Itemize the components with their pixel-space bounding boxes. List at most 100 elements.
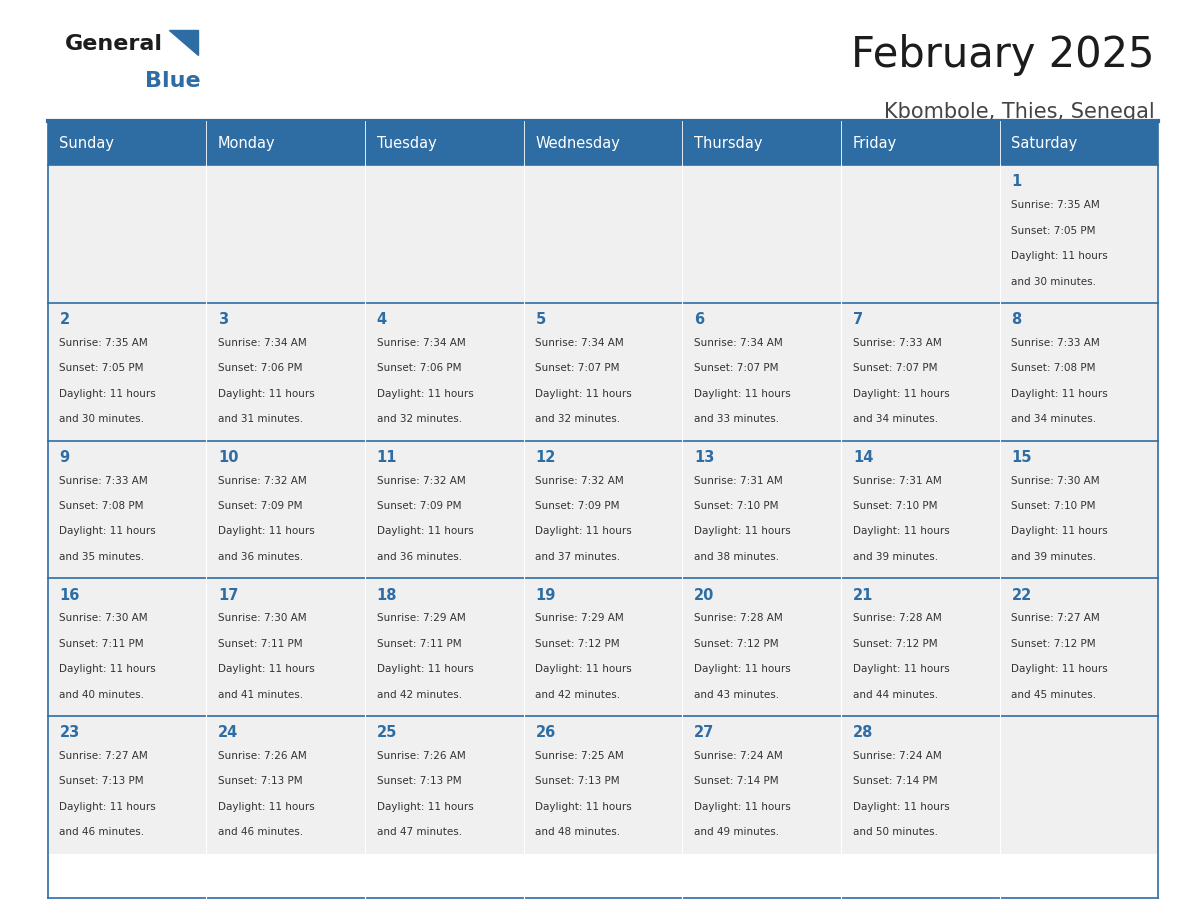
Text: Sunrise: 7:32 AM: Sunrise: 7:32 AM	[536, 476, 624, 486]
Text: Sunset: 7:12 PM: Sunset: 7:12 PM	[1011, 639, 1097, 649]
Text: Daylight: 11 hours: Daylight: 11 hours	[377, 802, 474, 812]
Text: Sunrise: 7:26 AM: Sunrise: 7:26 AM	[219, 751, 307, 761]
Text: 19: 19	[536, 588, 556, 602]
Text: 24: 24	[219, 725, 239, 740]
Text: Sunrise: 7:30 AM: Sunrise: 7:30 AM	[59, 613, 148, 623]
Text: Sunset: 7:13 PM: Sunset: 7:13 PM	[59, 777, 144, 787]
Text: Sunrise: 7:34 AM: Sunrise: 7:34 AM	[694, 338, 783, 348]
Bar	[207, 716, 365, 854]
Bar	[524, 716, 682, 854]
Bar	[48, 441, 207, 578]
Bar	[999, 303, 1158, 441]
Text: 3: 3	[219, 312, 228, 327]
Text: and 42 minutes.: and 42 minutes.	[536, 689, 620, 700]
Text: Daylight: 11 hours: Daylight: 11 hours	[219, 664, 315, 674]
Text: 8: 8	[1011, 312, 1022, 327]
Text: Friday: Friday	[853, 136, 897, 151]
Text: and 46 minutes.: and 46 minutes.	[59, 827, 145, 837]
Text: Sunrise: 7:34 AM: Sunrise: 7:34 AM	[536, 338, 624, 348]
Bar	[524, 165, 682, 303]
Text: 10: 10	[219, 450, 239, 465]
Bar	[207, 165, 365, 303]
Text: Sunrise: 7:33 AM: Sunrise: 7:33 AM	[59, 476, 148, 486]
Text: Sunset: 7:07 PM: Sunset: 7:07 PM	[694, 364, 778, 374]
Text: Sunrise: 7:35 AM: Sunrise: 7:35 AM	[59, 338, 148, 348]
Text: 12: 12	[536, 450, 556, 465]
Text: Sunrise: 7:26 AM: Sunrise: 7:26 AM	[377, 751, 466, 761]
Text: 27: 27	[694, 725, 714, 740]
Text: 6: 6	[694, 312, 704, 327]
Text: Daylight: 11 hours: Daylight: 11 hours	[1011, 526, 1108, 536]
Text: Daylight: 11 hours: Daylight: 11 hours	[59, 802, 156, 812]
Text: Sunrise: 7:27 AM: Sunrise: 7:27 AM	[1011, 613, 1100, 623]
Text: Sunrise: 7:28 AM: Sunrise: 7:28 AM	[694, 613, 783, 623]
Text: Daylight: 11 hours: Daylight: 11 hours	[59, 526, 156, 536]
Text: and 30 minutes.: and 30 minutes.	[1011, 276, 1097, 286]
Text: 26: 26	[536, 725, 556, 740]
Bar	[999, 165, 1158, 303]
Text: Sunset: 7:06 PM: Sunset: 7:06 PM	[219, 364, 303, 374]
Text: and 44 minutes.: and 44 minutes.	[853, 689, 939, 700]
Bar	[682, 716, 841, 854]
Bar	[841, 165, 999, 303]
Text: 7: 7	[853, 312, 862, 327]
Text: Daylight: 11 hours: Daylight: 11 hours	[536, 526, 632, 536]
Text: Sunrise: 7:34 AM: Sunrise: 7:34 AM	[377, 338, 466, 348]
Text: Daylight: 11 hours: Daylight: 11 hours	[853, 526, 949, 536]
Text: Sunrise: 7:31 AM: Sunrise: 7:31 AM	[853, 476, 942, 486]
Text: Daylight: 11 hours: Daylight: 11 hours	[219, 526, 315, 536]
Text: General: General	[65, 34, 163, 54]
Text: Sunset: 7:12 PM: Sunset: 7:12 PM	[536, 639, 620, 649]
Text: February 2025: February 2025	[852, 34, 1155, 76]
Text: Daylight: 11 hours: Daylight: 11 hours	[1011, 664, 1108, 674]
Bar	[682, 303, 841, 441]
Text: Sunrise: 7:30 AM: Sunrise: 7:30 AM	[219, 613, 307, 623]
Text: Sunset: 7:10 PM: Sunset: 7:10 PM	[1011, 501, 1097, 511]
Text: 28: 28	[853, 725, 873, 740]
Text: and 48 minutes.: and 48 minutes.	[536, 827, 620, 837]
Text: Sunset: 7:14 PM: Sunset: 7:14 PM	[853, 777, 937, 787]
Text: 5: 5	[536, 312, 545, 327]
Text: Daylight: 11 hours: Daylight: 11 hours	[377, 526, 474, 536]
Text: Sunset: 7:12 PM: Sunset: 7:12 PM	[694, 639, 779, 649]
Text: Daylight: 11 hours: Daylight: 11 hours	[59, 389, 156, 398]
Text: 1: 1	[1011, 174, 1022, 189]
Text: Daylight: 11 hours: Daylight: 11 hours	[853, 664, 949, 674]
Text: and 36 minutes.: and 36 minutes.	[377, 552, 462, 562]
Bar	[524, 441, 682, 578]
Text: and 34 minutes.: and 34 minutes.	[853, 414, 939, 424]
Text: Sunset: 7:09 PM: Sunset: 7:09 PM	[377, 501, 461, 511]
Text: and 49 minutes.: and 49 minutes.	[694, 827, 779, 837]
Text: Sunset: 7:11 PM: Sunset: 7:11 PM	[59, 639, 144, 649]
Text: and 46 minutes.: and 46 minutes.	[219, 827, 303, 837]
Text: Sunset: 7:14 PM: Sunset: 7:14 PM	[694, 777, 779, 787]
Text: Daylight: 11 hours: Daylight: 11 hours	[377, 664, 474, 674]
Bar	[524, 578, 682, 716]
Bar	[207, 441, 365, 578]
Bar	[682, 121, 841, 165]
Text: 14: 14	[853, 450, 873, 465]
Text: and 35 minutes.: and 35 minutes.	[59, 552, 145, 562]
Text: Sunset: 7:09 PM: Sunset: 7:09 PM	[536, 501, 620, 511]
Text: Daylight: 11 hours: Daylight: 11 hours	[1011, 252, 1108, 261]
Text: Sunrise: 7:35 AM: Sunrise: 7:35 AM	[1011, 200, 1100, 210]
Text: and 31 minutes.: and 31 minutes.	[219, 414, 303, 424]
Text: 17: 17	[219, 588, 239, 602]
Text: and 33 minutes.: and 33 minutes.	[694, 414, 779, 424]
Bar	[682, 578, 841, 716]
Text: and 36 minutes.: and 36 minutes.	[219, 552, 303, 562]
Text: Sunset: 7:07 PM: Sunset: 7:07 PM	[536, 364, 620, 374]
Text: Sunrise: 7:31 AM: Sunrise: 7:31 AM	[694, 476, 783, 486]
Bar	[365, 121, 524, 165]
Text: Daylight: 11 hours: Daylight: 11 hours	[853, 389, 949, 398]
Text: Sunset: 7:08 PM: Sunset: 7:08 PM	[59, 501, 144, 511]
Text: Sunrise: 7:29 AM: Sunrise: 7:29 AM	[377, 613, 466, 623]
Text: Daylight: 11 hours: Daylight: 11 hours	[377, 389, 474, 398]
Bar	[999, 121, 1158, 165]
Text: Sunday: Sunday	[59, 136, 114, 151]
Bar	[682, 165, 841, 303]
Text: Daylight: 11 hours: Daylight: 11 hours	[694, 802, 791, 812]
Text: and 34 minutes.: and 34 minutes.	[1011, 414, 1097, 424]
Text: Sunset: 7:11 PM: Sunset: 7:11 PM	[219, 639, 303, 649]
Text: Sunset: 7:05 PM: Sunset: 7:05 PM	[59, 364, 144, 374]
